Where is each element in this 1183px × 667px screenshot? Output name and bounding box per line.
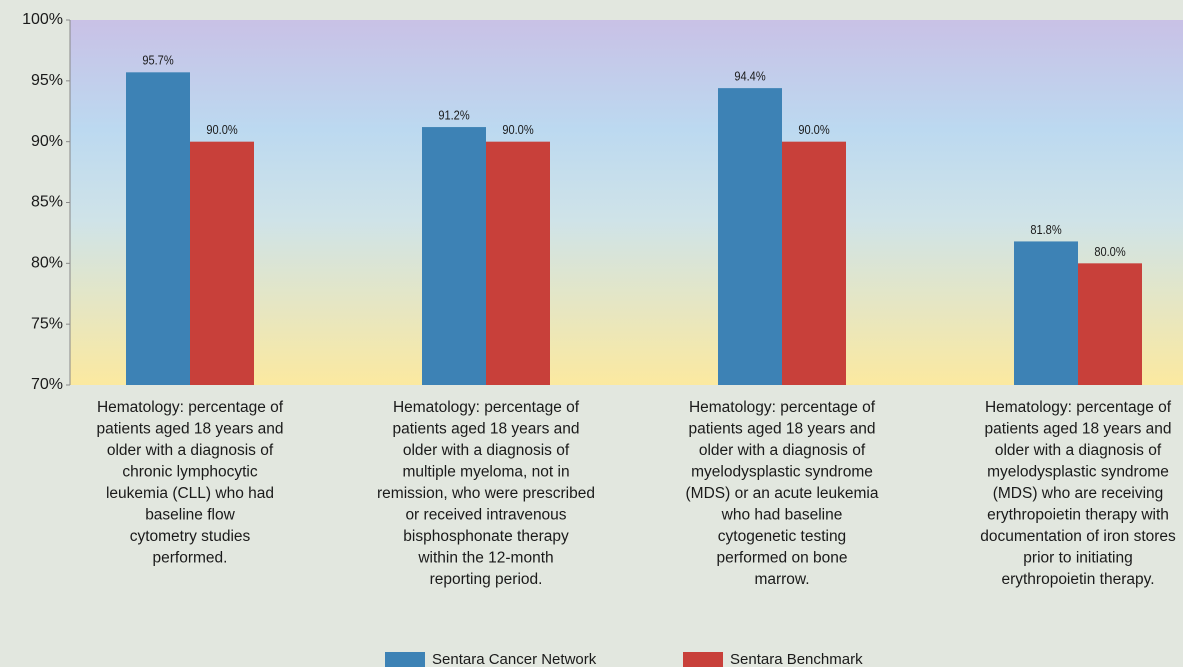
label-line: prior to initiating <box>1023 550 1132 567</box>
value-label: 90.0% <box>798 122 830 137</box>
bar <box>126 72 190 386</box>
label-line: Hematology: percentage of <box>689 399 876 416</box>
value-label: 90.0% <box>502 122 534 137</box>
legend-label: Sentara Cancer Network <box>432 651 597 667</box>
label-line: chronic lymphocytic <box>122 464 257 481</box>
legend-label: Sentara Benchmark <box>730 651 863 667</box>
value-label: 94.4% <box>734 69 766 84</box>
label-line: patients aged 18 years and <box>689 421 876 438</box>
x-tick-label: Hematology: percentage of patients aged 1… <box>980 399 1176 588</box>
label-line: bisphosphonate therapy <box>403 528 569 545</box>
x-tick-label: Hematology: percentage of patients aged 1… <box>97 399 284 567</box>
label-line: myelodysplastic syndrome <box>987 464 1169 481</box>
label-line: leukemia (CLL) who had <box>106 485 274 502</box>
bar <box>422 127 486 386</box>
label-line: myelodysplastic syndrome <box>691 464 873 481</box>
plot-area <box>70 20 1183 385</box>
y-tick-label: 75% <box>31 315 63 332</box>
bar <box>190 141 254 385</box>
label-line: older with a diagnosis of <box>403 442 570 459</box>
label-line: patients aged 18 years and <box>985 421 1172 438</box>
label-line: cytometry studies <box>130 528 251 545</box>
bar <box>486 141 550 385</box>
value-label: 80.0% <box>1094 244 1126 259</box>
label-line: remission, who were prescribed <box>377 485 595 502</box>
label-line: Hematology: percentage of <box>393 399 580 416</box>
label-line: documentation of iron stores <box>980 528 1176 545</box>
bar <box>1014 241 1078 385</box>
y-tick-label: 85% <box>31 194 63 211</box>
bar <box>1078 263 1142 385</box>
label-line: Hematology: percentage of <box>97 399 284 416</box>
label-line: Hematology: percentage of <box>985 399 1172 416</box>
label-line: erythropoietin therapy with <box>987 507 1169 524</box>
y-tick-label: 80% <box>31 255 63 272</box>
label-line: older with a diagnosis of <box>107 442 274 459</box>
label-line: (MDS) or an acute leukemia <box>686 485 879 502</box>
label-line: performed. <box>153 550 228 567</box>
label-line: (MDS) who are receiving <box>993 485 1164 502</box>
label-line: patients aged 18 years and <box>97 421 284 438</box>
label-line: older with a diagnosis of <box>699 442 866 459</box>
label-line: cytogenetic testing <box>718 528 846 545</box>
y-tick-label: 90% <box>31 133 63 150</box>
label-line: or received intravenous <box>405 507 566 524</box>
label-line: marrow. <box>754 571 809 588</box>
bar <box>718 88 782 385</box>
y-tick-label: 95% <box>31 72 63 89</box>
value-label: 95.7% <box>142 53 174 68</box>
label-line: erythropoietin therapy. <box>1001 571 1154 588</box>
y-tick-label: 100% <box>22 11 63 28</box>
label-line: performed on bone <box>717 550 848 567</box>
label-line: reporting period. <box>430 571 543 588</box>
legend-swatch <box>683 652 723 667</box>
label-line: multiple myeloma, not in <box>402 464 569 481</box>
label-line: who had baseline <box>721 507 843 524</box>
y-tick-label: 70% <box>31 376 63 393</box>
value-label: 90.0% <box>206 122 238 137</box>
label-line: patients aged 18 years and <box>393 421 580 438</box>
label-line: within the 12-month <box>417 550 553 567</box>
label-line: older with a diagnosis of <box>995 442 1162 459</box>
x-tick-label: Hematology: percentage of patients aged 1… <box>377 399 595 588</box>
value-label: 91.2% <box>438 108 470 123</box>
x-tick-label: Hematology: percentage of patients aged 1… <box>686 399 879 588</box>
legend-swatch <box>385 652 425 667</box>
label-line: baseline flow <box>145 507 235 524</box>
bar <box>782 141 846 385</box>
value-label: 81.8% <box>1030 222 1062 237</box>
